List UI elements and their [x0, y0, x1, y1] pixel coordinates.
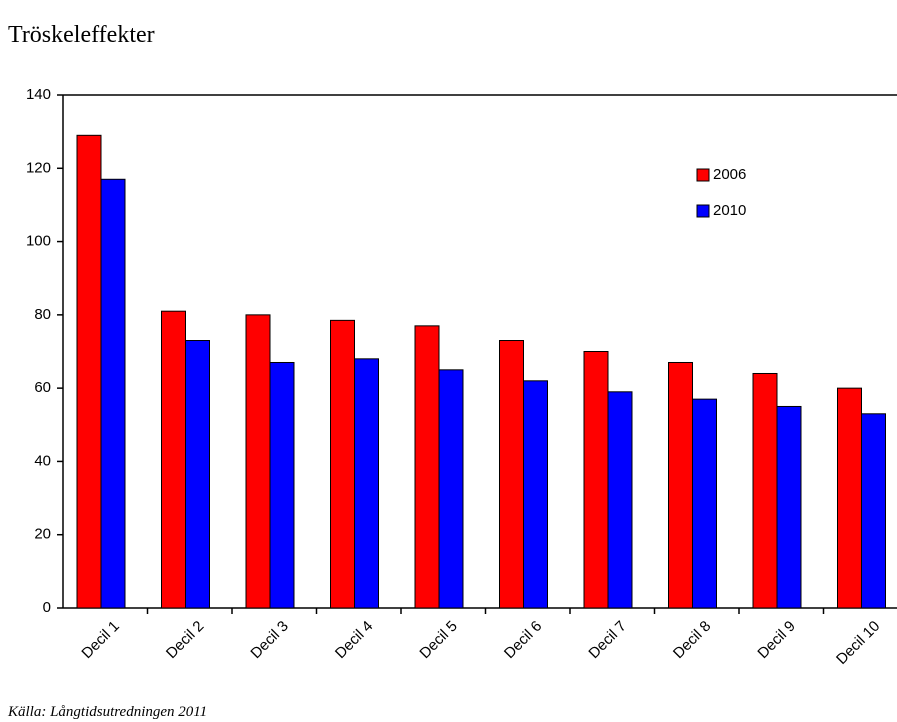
- bar: [607, 391, 633, 609]
- legend-swatch: [696, 168, 710, 182]
- bar: [692, 398, 717, 609]
- y-tick-label: 60: [34, 379, 51, 396]
- legend-label: 2006: [713, 166, 746, 183]
- bar: [752, 372, 778, 609]
- bar: [668, 361, 693, 609]
- legend-swatch: [696, 204, 710, 218]
- bar: [354, 358, 379, 609]
- bar: [523, 380, 548, 609]
- bar: [776, 405, 802, 609]
- x-tick-label: Decil 1: [78, 618, 122, 662]
- y-tick-label: 120: [26, 159, 51, 176]
- bar: [583, 351, 609, 609]
- x-tick-label: Decil 5: [416, 618, 460, 662]
- bar: [100, 178, 126, 609]
- bar: [269, 361, 295, 609]
- x-tick-label: Decil 4: [332, 618, 376, 662]
- y-tick-label: 80: [34, 306, 51, 323]
- bar: [76, 134, 102, 609]
- bar: [245, 314, 271, 609]
- bar: [330, 319, 355, 609]
- bar: [438, 369, 464, 609]
- legend-label: 2010: [713, 202, 746, 219]
- x-tick-label: Decil 3: [247, 618, 291, 662]
- y-tick-label: 0: [43, 599, 51, 616]
- bar: [861, 413, 886, 609]
- x-tick-label: Decil 2: [163, 618, 207, 662]
- x-tick-label: Decil 7: [585, 618, 629, 662]
- y-tick-label: 140: [26, 86, 51, 103]
- y-tick-label: 100: [26, 233, 51, 250]
- x-tick-label: Decil 9: [754, 618, 798, 662]
- bar: [161, 310, 186, 609]
- y-tick-label: 40: [34, 452, 51, 469]
- bar: [837, 387, 862, 609]
- chart-title: Tröskeleffekter: [8, 22, 155, 48]
- bar: [499, 340, 524, 609]
- bar: [185, 340, 210, 609]
- y-tick-label: 20: [34, 526, 51, 543]
- x-tick-label: Decil 10: [833, 618, 883, 668]
- x-tick-label: Decil 6: [501, 618, 545, 662]
- bar: [414, 325, 440, 609]
- x-tick-label: Decil 8: [670, 618, 714, 662]
- source-note: Källa: Långtidsutredningen 2011: [7, 704, 207, 720]
